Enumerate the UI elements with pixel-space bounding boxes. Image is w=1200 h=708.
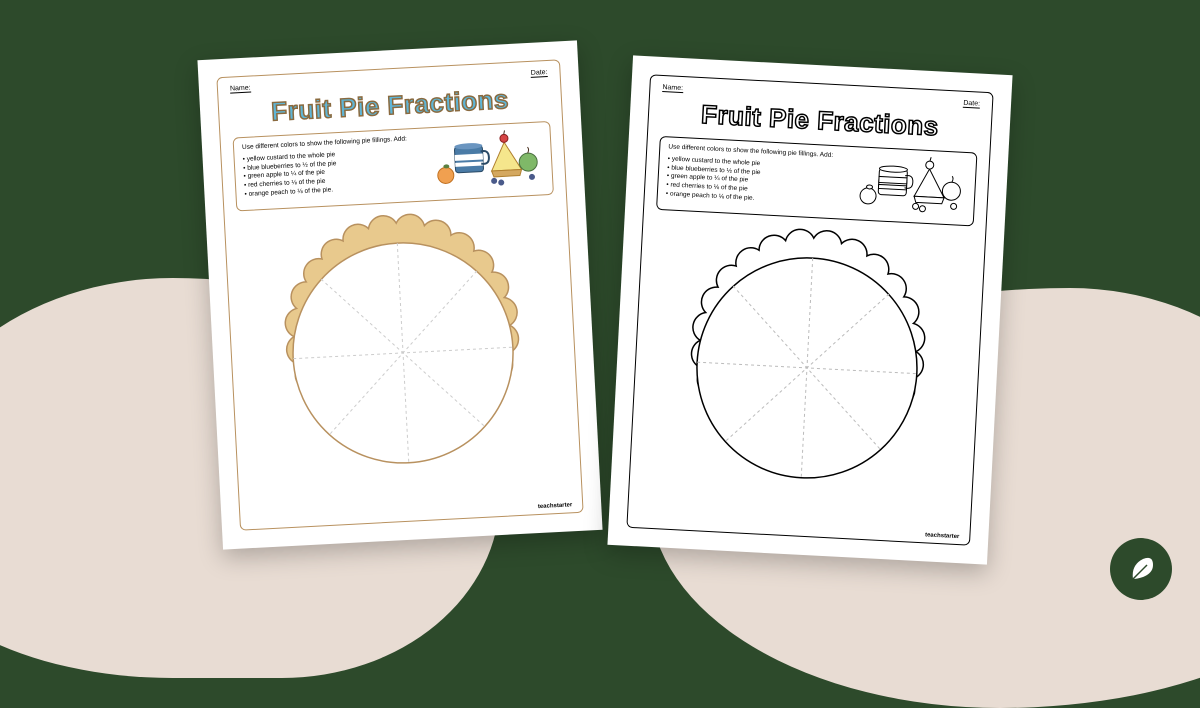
name-label: Name: xyxy=(662,84,683,93)
instruction-box: Use different colors to show the followi… xyxy=(656,136,977,227)
brand-label: teachstarter xyxy=(538,502,573,510)
fruit-illustration-color xyxy=(432,128,545,194)
brand-label: teachstarter xyxy=(925,532,960,540)
instruction-list: yellow custard to the whole pie blue blu… xyxy=(242,146,428,199)
pie-diagram-bw xyxy=(660,221,954,515)
instruction-list: yellow custard to the whole pie blue blu… xyxy=(666,155,852,208)
worksheet-bw: Name: Date: Fruit Pie Fractions Use diff… xyxy=(607,55,1012,564)
date-label: Date: xyxy=(531,69,548,78)
fruit-illustration-bw xyxy=(855,153,968,219)
date-label: Date: xyxy=(963,100,980,109)
worksheet-color: Name: Date: Fruit Pie Fractions Use diff… xyxy=(197,40,602,549)
brand-logo-icon xyxy=(1110,538,1172,600)
instruction-box: Use different colors to show the followi… xyxy=(233,121,554,212)
pie-diagram-color xyxy=(256,206,550,500)
name-label: Name: xyxy=(230,85,251,94)
